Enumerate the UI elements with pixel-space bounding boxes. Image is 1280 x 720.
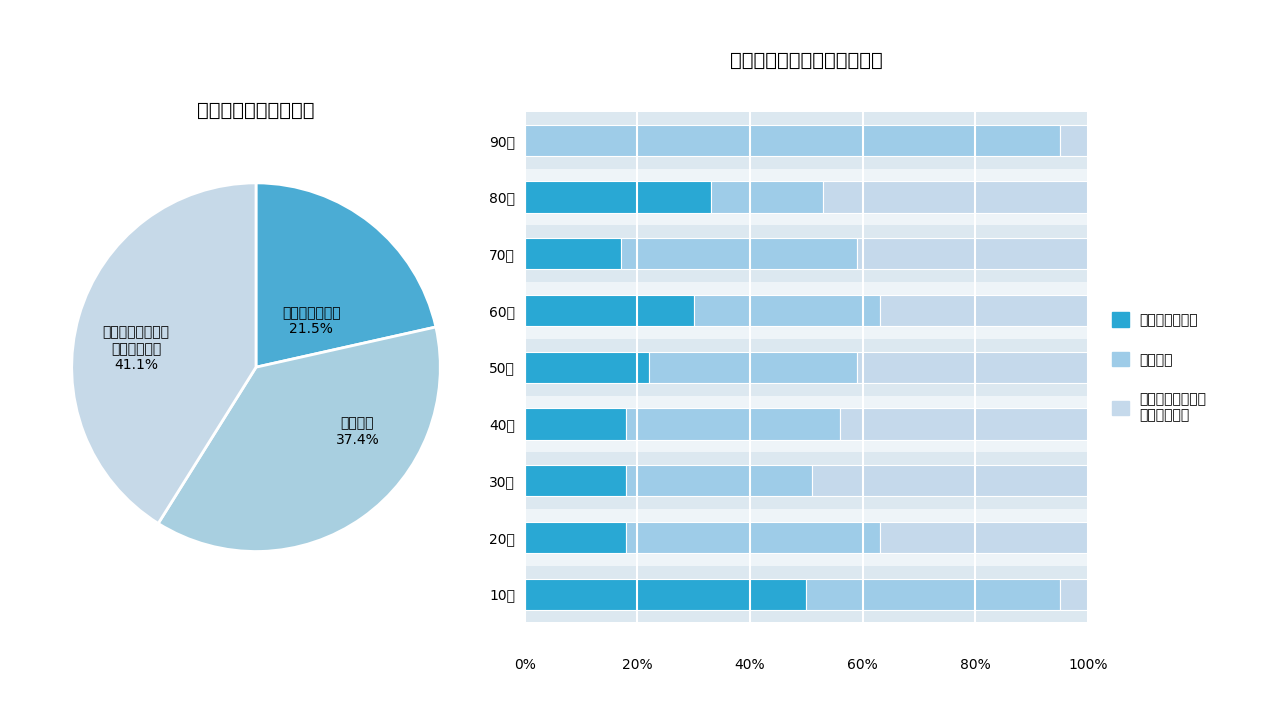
Bar: [858, 238, 1088, 269]
Bar: [879, 295, 1088, 326]
Bar: [840, 408, 1088, 439]
Bar: [525, 522, 626, 553]
Bar: [525, 395, 1088, 452]
Bar: [525, 351, 649, 383]
Bar: [525, 452, 1088, 509]
Bar: [525, 181, 710, 212]
Title: 古河市魅力おすすめ度: 古河市魅力おすすめ度: [197, 101, 315, 120]
Text: どちらでもない、
勧めたくない
41.1%: どちらでもない、 勧めたくない 41.1%: [102, 325, 170, 372]
Bar: [525, 125, 1060, 156]
Legend: 大いに勧めたい, 勧めたい, どちらでもない、
進めたくない: 大いに勧めたい, 勧めたい, どちらでもない、 進めたくない: [1112, 312, 1207, 422]
Bar: [879, 522, 1088, 553]
Bar: [525, 225, 1088, 282]
Bar: [823, 181, 1088, 212]
Wedge shape: [256, 183, 436, 367]
Bar: [525, 566, 1088, 623]
Bar: [1060, 125, 1088, 156]
Bar: [1060, 578, 1088, 610]
Bar: [525, 282, 1088, 339]
Bar: [525, 295, 694, 326]
Wedge shape: [159, 327, 440, 552]
Bar: [649, 351, 858, 383]
Title: 年代別古河市魅力おすすめ度: 年代別古河市魅力おすすめ度: [730, 50, 883, 70]
Bar: [525, 408, 626, 439]
Bar: [525, 509, 1088, 566]
Bar: [626, 408, 840, 439]
Bar: [525, 339, 1088, 395]
Bar: [525, 168, 1088, 225]
Bar: [806, 578, 1060, 610]
Bar: [525, 578, 806, 610]
Bar: [858, 351, 1088, 383]
Bar: [621, 238, 858, 269]
Text: 大いに勧めたい
21.5%: 大いに勧めたい 21.5%: [282, 306, 340, 336]
Bar: [710, 181, 823, 212]
Bar: [525, 112, 1088, 168]
Bar: [525, 465, 626, 496]
Wedge shape: [72, 183, 256, 523]
Bar: [626, 522, 879, 553]
Bar: [626, 465, 812, 496]
Bar: [694, 295, 879, 326]
Bar: [812, 465, 1088, 496]
Text: 勧めたい
37.4%: 勧めたい 37.4%: [335, 417, 379, 447]
Bar: [525, 238, 621, 269]
